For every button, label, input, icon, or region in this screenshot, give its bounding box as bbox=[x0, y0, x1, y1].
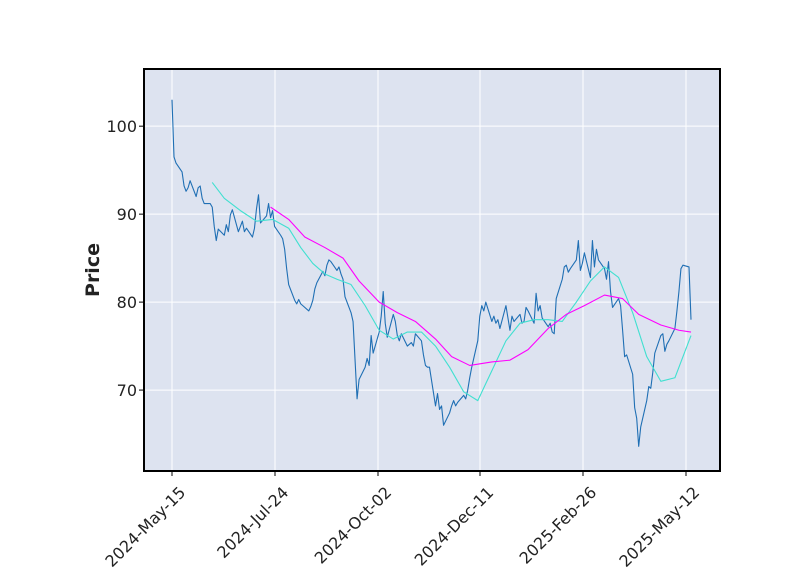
y-tick-label: 80 bbox=[117, 293, 137, 312]
y-tick-label: 100 bbox=[106, 117, 137, 136]
x-tick-label: 2024-Jul-24 bbox=[213, 483, 292, 562]
x-tick-label: 2024-Dec-11 bbox=[411, 483, 498, 570]
y-tick-labels: 70 80 90 100 bbox=[106, 117, 144, 400]
series-line-close bbox=[171, 99, 692, 447]
y-tick-label: 90 bbox=[117, 205, 137, 224]
x-tick-label: 2024-Oct-02 bbox=[311, 483, 396, 568]
x-tick-label: 2024-May-15 bbox=[101, 483, 189, 571]
plot-frame bbox=[143, 68, 721, 472]
series-layer bbox=[171, 99, 692, 447]
grid-lines bbox=[144, 69, 720, 471]
y-axis-title-group: Price bbox=[82, 243, 104, 297]
x-tick-labels: 2024-May-15 2024-Jul-24 2024-Oct-02 2024-De… bbox=[101, 471, 703, 571]
series-line-ma-short bbox=[211, 182, 692, 402]
x-tick-label: 2025-Feb-26 bbox=[515, 483, 600, 568]
x-tick-label: 2025-May-12 bbox=[615, 483, 703, 571]
series-line-ma-long bbox=[270, 206, 692, 366]
y-tick-label: 70 bbox=[117, 381, 137, 400]
y-axis-title: Price bbox=[82, 243, 104, 297]
plot-background bbox=[144, 69, 720, 471]
